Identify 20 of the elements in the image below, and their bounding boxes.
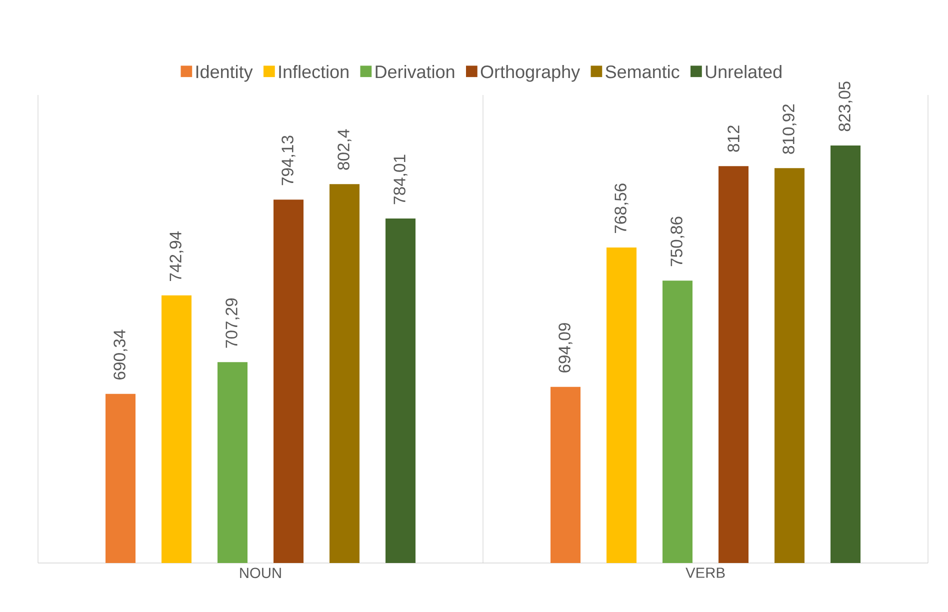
data-label: 707,29	[226, 298, 240, 348]
legend-label: Derivation	[376, 64, 454, 78]
data-label: 750,86	[670, 216, 684, 266]
x-tick-label: NOUN	[240, 568, 281, 578]
legend-label: Orthography	[480, 64, 580, 82]
data-label: 823,05	[838, 82, 852, 132]
x-tick-label: VERB	[686, 568, 725, 578]
legend-label: Identity	[196, 64, 253, 82]
data-label: 768,56	[614, 184, 628, 233]
data-label: 812	[728, 126, 740, 152]
data-label: 690,34	[114, 330, 128, 380]
legend-label: Semantic	[606, 64, 680, 78]
legend-label: Unrelated	[706, 64, 782, 78]
data-label: 694,09	[558, 323, 572, 372]
data-label: 794,13	[282, 136, 296, 186]
data-label: 802,4	[338, 129, 352, 170]
data-label: 742,94	[170, 231, 184, 281]
data-label: 810,92	[782, 104, 796, 154]
legend-label: Inflection	[279, 64, 348, 78]
data-label: 784,01	[394, 154, 408, 204]
